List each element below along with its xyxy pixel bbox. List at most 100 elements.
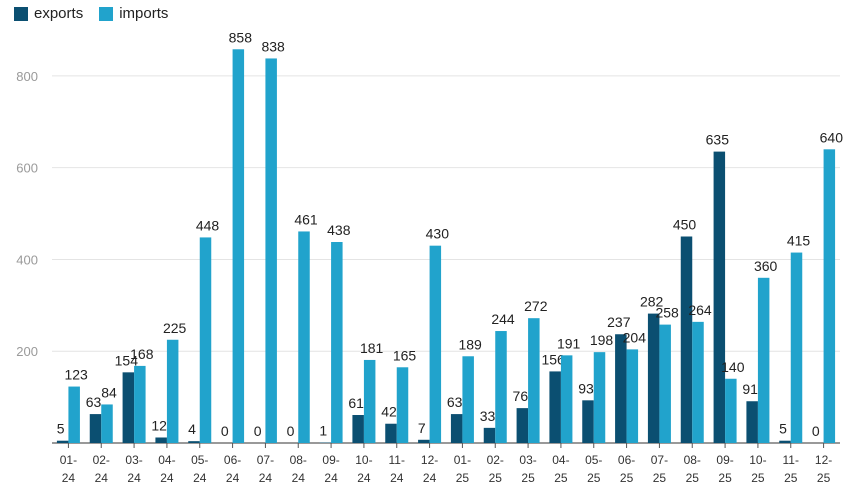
bar-imports-10[interactable] [396, 367, 409, 443]
bar-imports-2[interactable] [134, 365, 146, 443]
x-tick-label: 01- [60, 453, 77, 467]
data-label-imports: 189 [458, 336, 482, 352]
x-tick-label: 08- [290, 453, 307, 467]
x-tick-label: 24 [292, 471, 306, 485]
data-label-exports: 63 [447, 394, 463, 410]
bar-exports-18[interactable] [647, 313, 660, 443]
data-label-exports: 450 [673, 217, 697, 233]
bar-exports-10[interactable] [385, 423, 397, 443]
x-tick-label: 24 [423, 471, 437, 485]
bar-imports-22[interactable] [790, 252, 803, 443]
x-tick-label: 06- [618, 453, 635, 467]
bar-imports-23[interactable] [823, 149, 836, 444]
data-label-imports: 84 [101, 384, 117, 400]
x-tick-label: 24 [324, 471, 338, 485]
bar-imports-18[interactable] [659, 324, 671, 443]
x-tick-label: 10- [749, 453, 766, 467]
bar-imports-0[interactable] [68, 386, 80, 443]
x-tick-label: 02- [93, 453, 110, 467]
legend-item-exports[interactable]: exports [14, 5, 83, 22]
bar-imports-16[interactable] [593, 352, 606, 443]
bar-imports-14[interactable] [528, 318, 540, 443]
data-label-exports: 237 [607, 314, 631, 330]
data-label-imports: 165 [393, 347, 417, 363]
bar-imports-5[interactable] [232, 49, 245, 443]
x-tick-label: 25 [489, 471, 503, 485]
data-label-exports: 63 [86, 394, 102, 410]
data-label-imports: 264 [688, 302, 712, 318]
bar-exports-19[interactable] [680, 236, 693, 444]
bar-exports-1[interactable] [89, 414, 102, 443]
y-tick-label: 800 [16, 69, 38, 84]
bar-imports-6[interactable] [265, 58, 277, 443]
bar-imports-3[interactable] [166, 339, 179, 443]
data-label-exports: 0 [221, 423, 229, 439]
y-tick-label: 400 [16, 252, 38, 267]
data-label-exports: 4 [188, 421, 196, 437]
x-tick-label: 05- [191, 453, 208, 467]
data-label-imports: 181 [360, 340, 384, 356]
data-label-imports: 198 [590, 332, 614, 348]
x-tick-label: 09- [322, 453, 339, 467]
data-label-exports: 76 [513, 388, 529, 404]
bar-exports-20[interactable] [713, 151, 726, 443]
bar-exports-16[interactable] [582, 400, 594, 443]
bar-imports-12[interactable] [462, 356, 474, 443]
bar-exports-2[interactable] [122, 372, 135, 443]
bar-exports-11[interactable] [418, 439, 430, 443]
x-tick-label: 25 [521, 471, 535, 485]
legend: exports imports [14, 5, 168, 22]
bar-exports-15[interactable] [549, 371, 561, 443]
x-tick-label: 25 [587, 471, 601, 485]
x-tick-label: 11- [389, 453, 405, 467]
bar-imports-13[interactable] [495, 331, 507, 443]
x-tick-label: 10- [355, 453, 372, 467]
bar-exports-21[interactable] [746, 401, 758, 443]
x-tick-label: 25 [686, 471, 700, 485]
bar-imports-1[interactable] [101, 404, 113, 443]
x-tick-label: 24 [95, 471, 109, 485]
bar-imports-4[interactable] [199, 237, 212, 443]
x-tick-label: 12- [815, 453, 832, 467]
data-label-exports: 12 [151, 417, 167, 433]
legend-swatch-exports [14, 6, 28, 21]
bar-imports-20[interactable] [725, 378, 737, 443]
data-label-imports: 168 [130, 346, 154, 362]
x-tick-label: 06- [224, 453, 241, 467]
data-label-imports: 140 [721, 359, 745, 375]
bar-imports-15[interactable] [560, 355, 573, 443]
bar-imports-7[interactable] [298, 231, 310, 443]
legend-item-imports[interactable]: imports [99, 5, 168, 22]
bar-exports-4[interactable] [188, 441, 200, 443]
bar-exports-14[interactable] [516, 408, 529, 443]
bar-imports-21[interactable] [757, 277, 770, 443]
bar-imports-9[interactable] [363, 359, 376, 443]
x-tick-label: 25 [620, 471, 634, 485]
bar-imports-19[interactable] [692, 321, 704, 443]
bar-exports-17[interactable] [615, 334, 627, 443]
data-label-imports: 448 [196, 217, 220, 233]
x-tick-label: 24 [390, 471, 404, 485]
data-label-imports: 204 [623, 329, 647, 345]
bar-imports-17[interactable] [626, 349, 639, 443]
bar-exports-22[interactable] [779, 440, 791, 443]
x-tick-label: 24 [127, 471, 141, 485]
bar-exports-3[interactable] [155, 437, 167, 443]
data-label-exports: 91 [742, 381, 758, 397]
data-label-exports: 635 [706, 132, 730, 148]
x-tick-label: 05- [585, 453, 602, 467]
x-tick-label: 25 [784, 471, 798, 485]
bar-exports-13[interactable] [483, 427, 496, 443]
bar-imports-11[interactable] [429, 245, 442, 443]
bar-exports-0[interactable] [56, 440, 69, 443]
bar-exports-12[interactable] [450, 414, 463, 443]
bar-imports-8[interactable] [331, 242, 343, 443]
data-label-exports: 0 [254, 423, 262, 439]
x-tick-label: 07- [651, 453, 668, 467]
bar-exports-9[interactable] [352, 415, 364, 443]
x-tick-label: 25 [456, 471, 470, 485]
data-label-exports: 5 [57, 421, 65, 437]
x-tick-label: 04- [552, 453, 569, 467]
